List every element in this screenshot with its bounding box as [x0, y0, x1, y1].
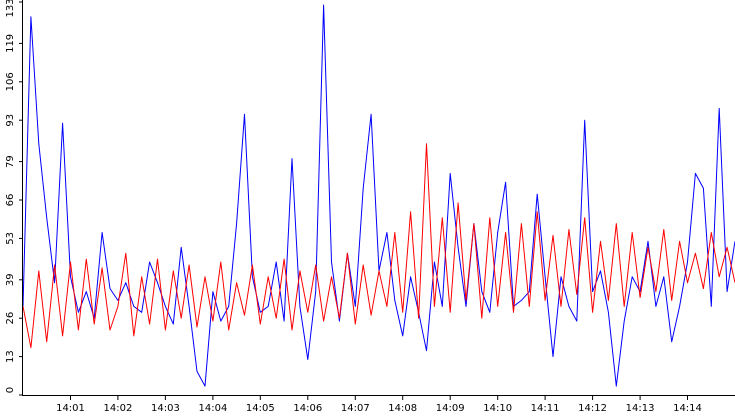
- x-tick-label: 14:14: [673, 403, 702, 414]
- y-tick-label: 0: [5, 387, 16, 393]
- series-line-1: [22, 4, 735, 387]
- y-tick-label: 66: [5, 194, 16, 207]
- x-tick-label: 14:12: [578, 403, 607, 414]
- y-tick-label: 106: [5, 72, 16, 91]
- x-tick-label: 14:04: [198, 403, 227, 414]
- x-tick-label: 14:08: [388, 403, 417, 414]
- y-tick-label: 79: [5, 155, 16, 168]
- x-tick-label: 14:05: [246, 403, 275, 414]
- y-tick-label: 26: [5, 312, 16, 325]
- y-tick-label: 13: [5, 350, 16, 363]
- y-tick-label: 133: [5, 0, 16, 18]
- x-tick-label: 14:09: [436, 403, 465, 414]
- x-tick-label: 14:13: [626, 403, 655, 414]
- axes: [22, 0, 735, 396]
- x-tick-label: 14:01: [56, 403, 85, 414]
- x-ticks: 14:01 14:02 14:03 14:04 14:05 14:06 14:07 14:08…: [56, 395, 702, 414]
- y-tick-label: 119: [5, 34, 16, 53]
- x-tick-label: 14:03: [151, 403, 180, 414]
- y-tick-label: 39: [5, 273, 16, 286]
- series-line-2: [22, 143, 735, 349]
- x-tick-label: 14:10: [483, 403, 512, 414]
- x-tick-label: 14:11: [531, 403, 560, 414]
- y-tick-label: 53: [5, 232, 16, 245]
- y-tick-label: 93: [5, 114, 16, 127]
- plot-lines: [22, 4, 735, 387]
- x-tick-label: 14:07: [341, 403, 370, 414]
- x-tick-label: 14:02: [103, 403, 132, 414]
- y-ticks: 0 13 26 39 53 66 79 93 106 119 133: [5, 0, 23, 396]
- x-tick-label: 14:06: [293, 403, 322, 414]
